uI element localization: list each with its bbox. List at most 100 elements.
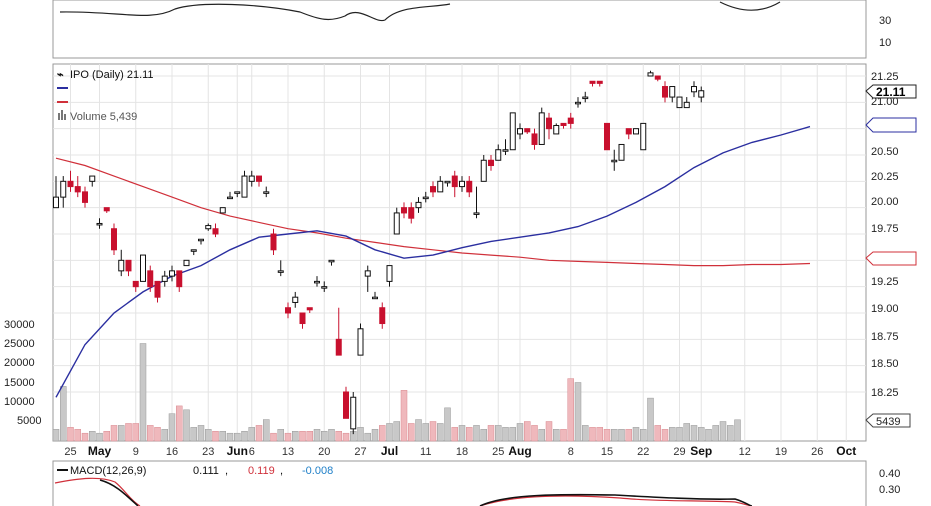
candle <box>198 238 204 245</box>
volume-bar <box>400 390 408 442</box>
candle-body <box>263 191 270 194</box>
price-tick: 20.00 <box>871 196 899 208</box>
candle-body <box>314 280 320 284</box>
candle <box>596 80 603 87</box>
candle <box>517 123 523 140</box>
x-tick-label: 8 <box>568 446 574 458</box>
candle <box>161 270 168 287</box>
volume-bar <box>328 429 335 442</box>
candle-body <box>698 90 705 98</box>
candle <box>582 91 589 103</box>
volume-badge: 5439 <box>865 413 911 428</box>
volume-bar <box>292 431 299 442</box>
candle <box>451 170 458 198</box>
svg-text:,: , <box>225 465 228 477</box>
candle-body <box>654 75 661 80</box>
candle-body <box>401 207 407 214</box>
candle-body <box>154 280 161 298</box>
candle-body <box>386 265 393 282</box>
candle <box>538 107 545 145</box>
ma50-badge <box>865 117 917 133</box>
macd-line-2 <box>479 493 753 506</box>
volume-bar <box>596 427 603 442</box>
volume-bar <box>313 429 321 442</box>
candle-body <box>161 275 168 282</box>
volume-bar <box>284 432 292 442</box>
legend-volume-icon <box>58 110 66 120</box>
candle-body <box>625 128 632 135</box>
candle-body <box>132 280 139 288</box>
volume-bar <box>139 343 147 442</box>
candle <box>256 175 262 187</box>
candle <box>415 197 422 213</box>
candle <box>132 280 139 292</box>
candle-body <box>379 307 386 325</box>
candle-body <box>205 225 212 230</box>
candle-body <box>524 128 531 133</box>
volume-bar <box>212 431 219 442</box>
macd-signal-line-2 <box>479 495 753 506</box>
volume-bar <box>74 429 81 442</box>
candle <box>459 176 465 192</box>
volume-bar <box>676 427 683 442</box>
volume-bar <box>640 429 647 442</box>
price-tick: 19.25 <box>871 276 899 288</box>
candle-body <box>611 159 618 163</box>
candle-body <box>306 307 313 311</box>
candle-body <box>538 112 545 145</box>
volume-bar <box>618 429 625 442</box>
candle-body <box>248 175 255 182</box>
price-tick: 21.00 <box>871 96 899 108</box>
volume-bar <box>67 427 74 442</box>
candle-body <box>517 128 523 135</box>
candle <box>248 170 255 187</box>
volume-bar <box>81 432 89 442</box>
candle-body <box>393 212 400 235</box>
candle-body <box>430 186 436 193</box>
candle-body <box>604 122 610 151</box>
volume-bar <box>603 429 611 442</box>
x-tick-label: 22 <box>637 446 649 458</box>
candle-body <box>669 86 676 98</box>
svg-text:5000: 5000 <box>17 415 41 427</box>
x-tick-label: Aug <box>508 444 531 458</box>
candle-body <box>618 143 625 161</box>
candle-body <box>415 201 422 209</box>
candle <box>553 123 560 135</box>
x-tick-label: 29 <box>673 446 685 458</box>
volume-bar <box>611 429 618 442</box>
svg-text:10000: 10000 <box>4 396 35 408</box>
candle <box>241 170 248 198</box>
price-tick: 18.75 <box>871 331 899 343</box>
svg-text:25000: 25000 <box>4 338 35 350</box>
volume-bar <box>357 427 364 442</box>
candle-body <box>633 128 639 135</box>
volume-bar <box>255 425 263 442</box>
svg-text:5439: 5439 <box>876 416 900 428</box>
candle <box>96 218 103 229</box>
volume-bar <box>321 431 328 442</box>
x-tick-label: 11 <box>420 446 431 458</box>
candle <box>357 323 364 356</box>
candle-body <box>567 117 574 124</box>
candle <box>82 186 88 208</box>
candle-body <box>596 80 603 84</box>
candle-body <box>350 396 357 430</box>
volume-bar <box>553 429 560 442</box>
volume-bar <box>176 405 183 442</box>
candle <box>314 276 320 287</box>
volume-bar <box>263 419 270 442</box>
candle-body <box>509 112 516 151</box>
volume-bar <box>118 425 125 442</box>
candle-body <box>198 238 204 242</box>
x-tick-label: 9 <box>133 446 139 458</box>
candle <box>292 291 299 308</box>
volume-axis: 30000 25000 20000 15000 10000 5000 <box>4 319 41 427</box>
candle-body <box>372 296 378 300</box>
ma200-line <box>55 157 811 267</box>
x-tick-label: 27 <box>354 446 366 458</box>
volume-bar <box>444 407 451 442</box>
volume-bar <box>661 429 669 442</box>
candle-body <box>582 96 589 100</box>
candle <box>524 128 531 134</box>
